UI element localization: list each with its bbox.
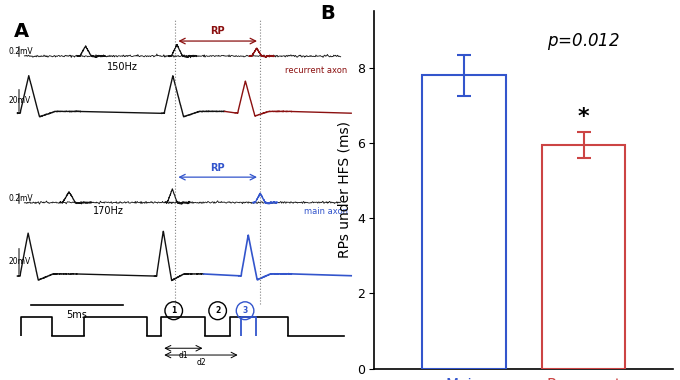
Text: 5ms: 5ms (67, 310, 88, 320)
Text: RP: RP (210, 163, 225, 173)
Text: 3: 3 (243, 306, 248, 315)
Text: 20mV: 20mV (9, 96, 31, 105)
Text: 2: 2 (215, 306, 220, 315)
Text: 1: 1 (171, 306, 176, 315)
Text: recurrent axon: recurrent axon (286, 66, 347, 75)
Text: RP: RP (210, 26, 225, 36)
Bar (422, 75, 506, 369)
Text: main axon: main axon (304, 207, 347, 216)
Text: d2: d2 (197, 358, 206, 367)
Y-axis label: RPs under HFS (ms): RPs under HFS (ms) (337, 122, 351, 258)
Text: 170Hz: 170Hz (93, 206, 124, 217)
Text: A: A (14, 22, 29, 41)
Text: $p$=0.012: $p$=0.012 (547, 31, 620, 52)
Text: 20mV: 20mV (9, 257, 31, 266)
Bar (542, 145, 626, 369)
Text: *: * (578, 108, 590, 127)
Text: d1: d1 (179, 351, 188, 360)
Text: 0.2mV: 0.2mV (9, 194, 33, 203)
Text: 150Hz: 150Hz (107, 62, 138, 72)
Text: B: B (321, 4, 335, 23)
Text: 0.2mV: 0.2mV (9, 47, 33, 56)
